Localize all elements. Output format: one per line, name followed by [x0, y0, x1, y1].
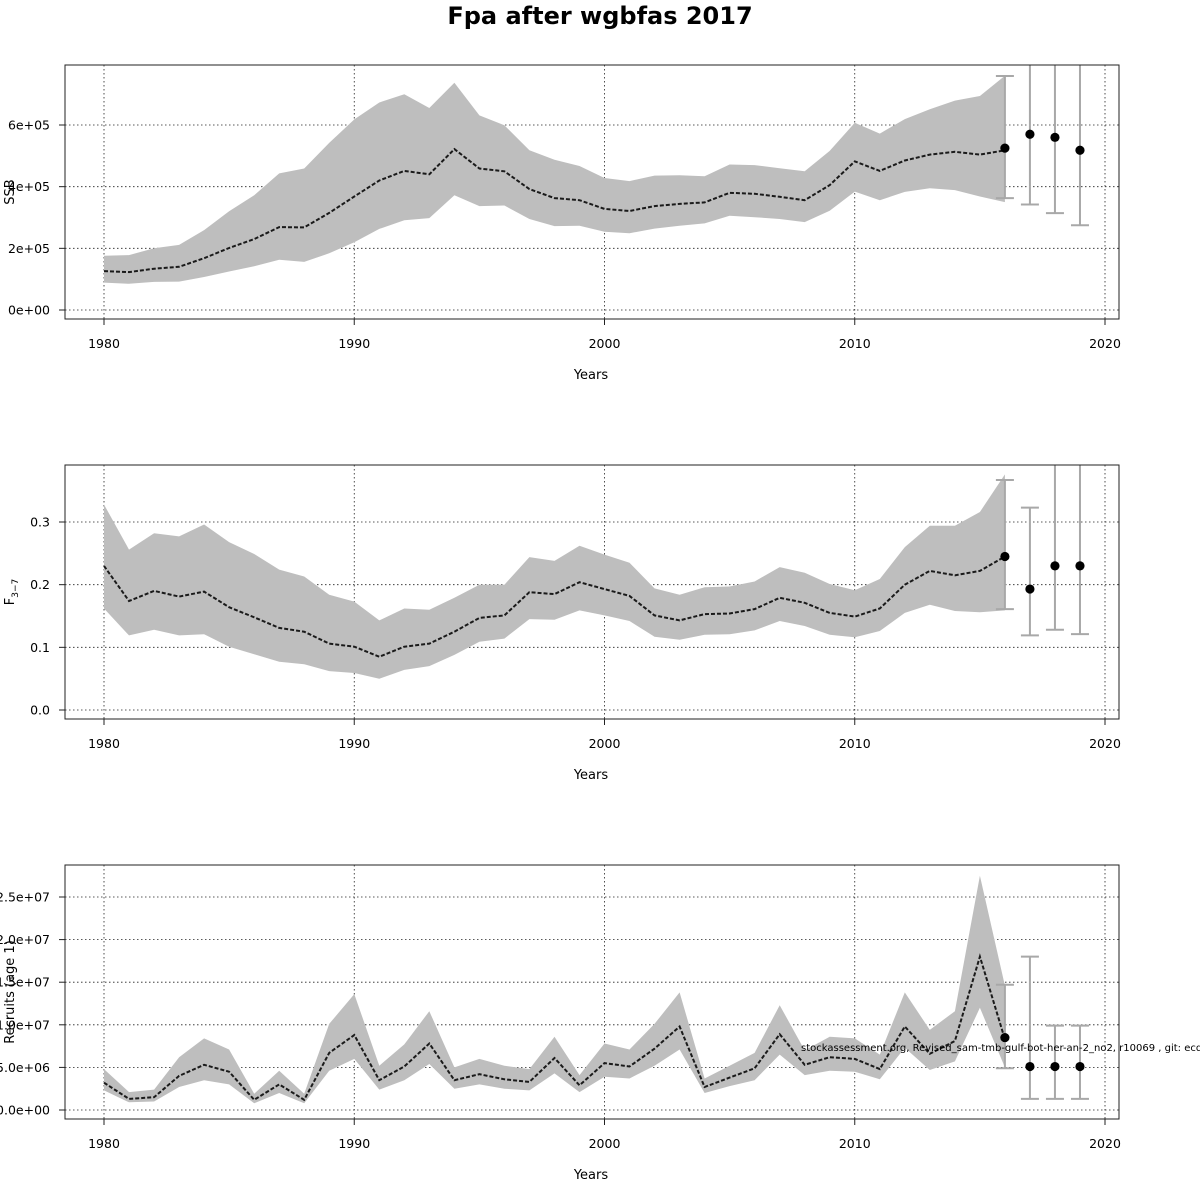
x-tick-label: 1990	[338, 336, 370, 351]
y-axis-label: Recruits (age 1)	[3, 940, 18, 1044]
y-axis-label-main: SSB	[3, 179, 18, 204]
x-tick-label: 2010	[839, 336, 871, 351]
panel-recruits: 1980 1990 2000 2010 2020 0.0e+00 5.0e+06 1.0e+0…	[0, 864, 1121, 1183]
plot-frame	[64, 64, 1120, 320]
x-tick-label: 2000	[589, 736, 621, 751]
y-tick-label: 2.0e+07	[0, 932, 50, 947]
y-tick-label: 2.5e+07	[0, 890, 50, 905]
x-axis-label: Years	[573, 368, 609, 383]
x-tick-label: 2020	[1089, 736, 1121, 751]
y-axis-label-main: F	[3, 598, 18, 605]
x-tick-label: 1990	[338, 1136, 370, 1151]
y-tick-label: 1.0e+07	[0, 1017, 50, 1032]
x-tick-label: 1980	[88, 1136, 120, 1151]
y-axis-label-subscript: 3−7	[11, 579, 21, 598]
estimate-line	[103, 555, 1006, 658]
forecast-point	[1075, 1061, 1085, 1072]
y-tick-label: 4e+05	[8, 179, 50, 194]
confidence-band	[104, 75, 1005, 284]
x-tick-label: 2020	[1089, 1136, 1121, 1151]
y-tick-label: 0e+00	[8, 303, 50, 318]
footnote: stockassessment.org, Revised_sam-tmb-gul…	[801, 1043, 1200, 1054]
plot-area	[103, 465, 1089, 679]
x-tick-label: 1980	[88, 336, 120, 351]
forecast-point	[1050, 561, 1060, 571]
plot-frame	[64, 864, 1120, 1120]
y-tick-label: 0.1	[30, 640, 50, 655]
forecast-point	[1000, 143, 1010, 153]
confidence-band	[104, 474, 1005, 679]
y-tick-label: 0.0e+00	[0, 1103, 50, 1118]
plot-area	[103, 875, 1089, 1104]
panel-fbar: 1980 1990 2000 2010 2020 0.0 0.1 0.2 0.3 Years F3−…	[3, 464, 1121, 783]
y-axis-label: F3−7	[3, 579, 21, 605]
forecast-point	[1025, 584, 1035, 594]
forecast-point	[1025, 129, 1035, 139]
y-axis-label-main: Recruits (age 1)	[3, 940, 18, 1044]
y-tick-label: 2e+05	[8, 241, 50, 256]
y-tick-label: 6e+05	[8, 118, 50, 133]
x-tick-label: 2000	[589, 336, 621, 351]
x-tick-label: 2020	[1089, 336, 1121, 351]
panel-ssb: 1980 1990 2000 2010 2020 0e+00 2e+05 4e+05 6e+05…	[3, 64, 1121, 383]
confidence-band	[104, 875, 1005, 1104]
y-tick-label: 0.0	[30, 703, 50, 718]
forecast-point	[1075, 561, 1085, 571]
forecast-point	[1050, 1061, 1060, 1072]
x-axis-label: Years	[573, 1168, 609, 1183]
estimate-line	[103, 147, 1006, 274]
x-tick-label: 2010	[839, 1136, 871, 1151]
panels: 1980 1990 2000 2010 2020 0e+00 2e+05 4e+05 6e+05…	[0, 64, 1121, 1183]
x-tick-label: 1980	[88, 736, 120, 751]
y-tick-label: 5.0e+06	[0, 1060, 50, 1075]
x-tick-label: 1990	[338, 736, 370, 751]
x-axis-label: Years	[573, 768, 609, 783]
forecast-point	[1075, 145, 1085, 155]
forecast-point	[1000, 551, 1010, 562]
y-tick-label: 0.2	[30, 577, 50, 592]
forecast-point	[1050, 132, 1060, 142]
x-tick-label: 2000	[589, 1136, 621, 1151]
y-tick-label: 1.5e+07	[0, 975, 50, 990]
x-tick-label: 2010	[839, 736, 871, 751]
estimate-line	[103, 953, 1006, 1102]
y-tick-label: 0.3	[30, 515, 50, 530]
plot-frame	[64, 464, 1120, 720]
y-axis-label: SSB	[3, 179, 18, 204]
figure-title: Fpa after wgbfas 2017	[447, 2, 752, 30]
plot-area	[103, 65, 1089, 284]
forecast-point	[1025, 1061, 1035, 1072]
forecast-point	[1000, 1032, 1010, 1043]
